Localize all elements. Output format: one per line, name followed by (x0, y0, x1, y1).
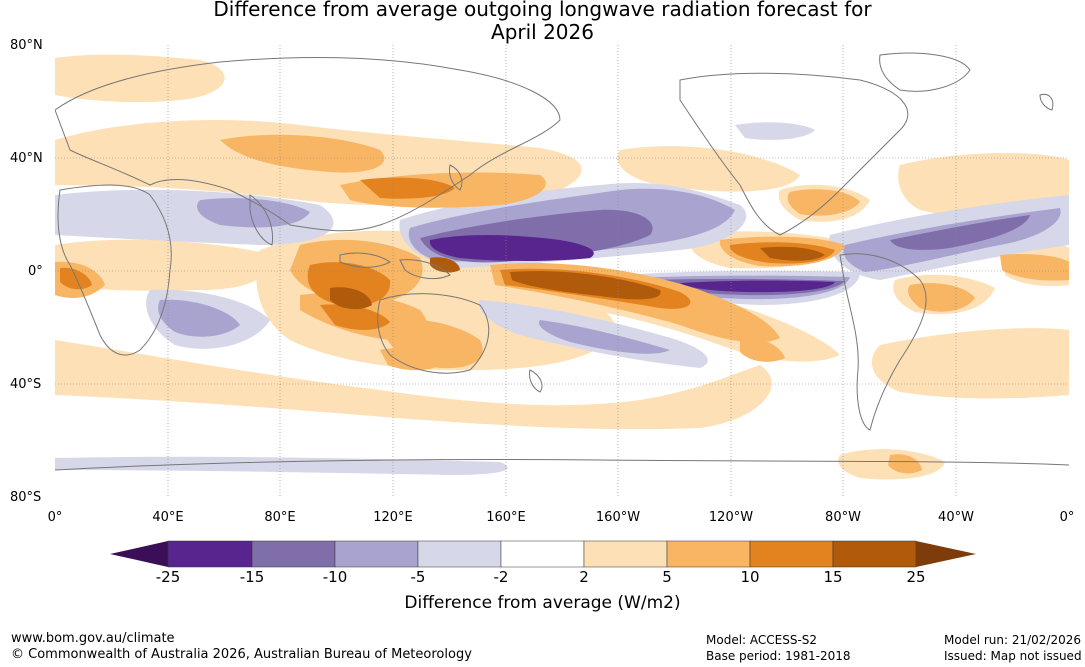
colorbar-tick-label: -10 (322, 568, 348, 586)
anomaly-band-neg25-neg15 (429, 235, 835, 293)
colorbar-swatch (666, 540, 751, 568)
lon-label: 120°E (373, 510, 413, 525)
colorbar-tick-label: 15 (823, 568, 843, 586)
lon-label: 40°E (152, 510, 184, 525)
colorbar-swatch (832, 540, 917, 568)
colorbar-swatch (417, 540, 502, 568)
lat-label: 40°S (10, 377, 42, 392)
copyright-text: © Commonwealth of Australia 2026, Austra… (11, 647, 472, 662)
lat-label: 80°S (10, 490, 42, 505)
lon-label: 40°W (938, 510, 974, 525)
colorbar-title: Difference from average (W/m2) (404, 593, 681, 613)
colorbar-tick-label: -5 (410, 568, 426, 586)
model-run-text: Model run: 21/02/2026 (944, 633, 1082, 647)
issued-text: Issued: Map not issued (944, 649, 1082, 663)
lon-label: 160°W (595, 510, 641, 525)
colorbar-tick-label: -25 (155, 568, 181, 586)
colorbar-swatch (500, 540, 585, 568)
colorbar-swatch (583, 540, 668, 568)
colorbar-arrow-left (110, 541, 168, 567)
colorbar (110, 540, 976, 568)
colorbar-swatch (167, 540, 253, 568)
lon-label: 120°W (708, 510, 754, 525)
coastlines (55, 52, 1069, 471)
colorbar-tick-label: -2 (493, 568, 509, 586)
map-title-line1: Difference from average outgoing longwav… (213, 0, 872, 21)
anomaly-band-15-25 (330, 246, 825, 310)
map-field (55, 45, 1069, 498)
lat-label: 80°N (10, 38, 43, 53)
lon-label: 0° (47, 510, 63, 525)
lon-label: 80°W (825, 510, 861, 525)
model-text: Model: ACCESS-S2 (706, 633, 818, 647)
colorbar-swatch (749, 540, 834, 568)
colorbar-tick-label: 10 (740, 568, 760, 586)
lat-label: 40°N (10, 151, 43, 166)
website-link[interactable]: www.bom.gov.au/climate (11, 631, 175, 646)
colorbar-arrow-right (916, 541, 976, 567)
colorbar-tick-label: 25 (906, 568, 926, 586)
lon-label: 160°E (486, 510, 526, 525)
lat-label: 0° (28, 264, 43, 279)
colorbar-tick-label: 2 (579, 568, 589, 586)
base-period-text: Base period: 1981-2018 (706, 649, 851, 663)
colorbar-tick-label: -15 (239, 568, 265, 586)
colorbar-tick-label: 5 (662, 568, 672, 586)
graticule (55, 45, 1069, 498)
map-title-line2: April 2026 (491, 20, 594, 44)
colorbar-swatch (251, 540, 336, 568)
lon-label: 0° (1059, 510, 1075, 525)
lon-label: 80°E (264, 510, 296, 525)
colorbar-swatch (334, 540, 419, 568)
